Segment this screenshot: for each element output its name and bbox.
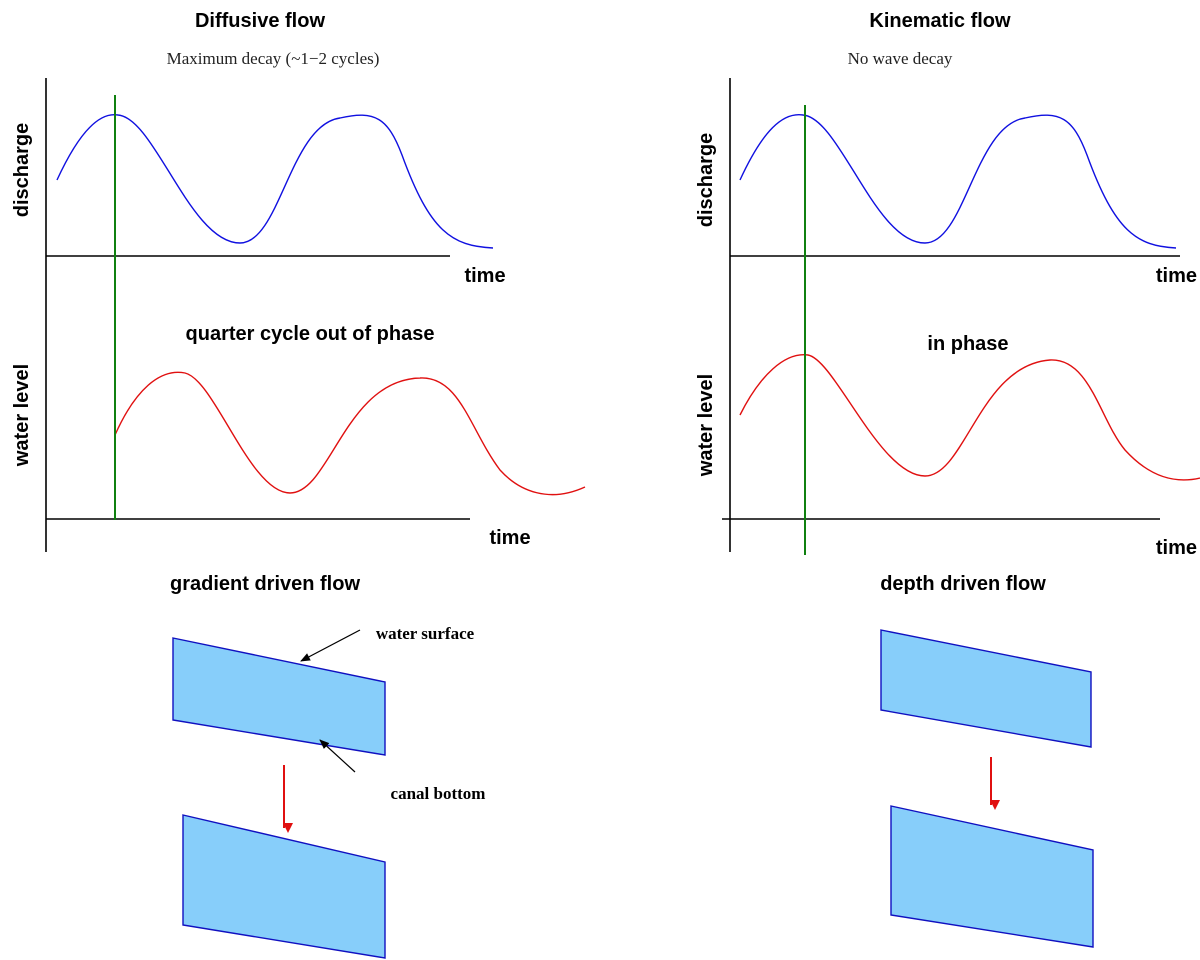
x-label: time	[489, 527, 530, 549]
flow-caption: gradient driven flow	[170, 573, 360, 595]
panel-subtitle: Maximum decay (~1−2 cycles)	[167, 49, 380, 68]
y-label: water level	[11, 364, 33, 467]
pointer-arrow	[301, 630, 360, 661]
water-level-curve	[740, 355, 1200, 480]
canal-section	[891, 806, 1093, 947]
panel-title: Diffusive flow	[195, 10, 325, 32]
x-label: time	[464, 265, 505, 287]
panel-title: Kinematic flow	[869, 10, 1011, 32]
canal-section	[183, 815, 385, 958]
water-level-curve	[115, 372, 585, 494]
y-label: discharge	[695, 133, 717, 227]
y-label: discharge	[11, 123, 33, 217]
flow-caption: depth driven flow	[880, 573, 1046, 595]
canal-section	[173, 638, 385, 755]
canal-section	[881, 630, 1091, 747]
x-label: time	[1156, 537, 1197, 559]
discharge-curve	[57, 115, 493, 248]
y-label: water level	[695, 374, 717, 477]
figure: Diffusive flow Maximum decay (~1−2 cycle…	[0, 0, 1200, 960]
annotation: water surface	[376, 624, 475, 643]
diffusive-panel: Diffusive flow Maximum decay (~1−2 cycle…	[11, 10, 585, 958]
x-label: time	[1156, 265, 1197, 287]
panel-subtitle: No wave decay	[848, 49, 953, 68]
phase-note: quarter cycle out of phase	[186, 323, 435, 345]
annotation: canal bottom	[391, 784, 486, 803]
kinematic-panel: Kinematic flow No wave decay discharge t…	[695, 10, 1200, 947]
phase-note: in phase	[927, 333, 1008, 355]
